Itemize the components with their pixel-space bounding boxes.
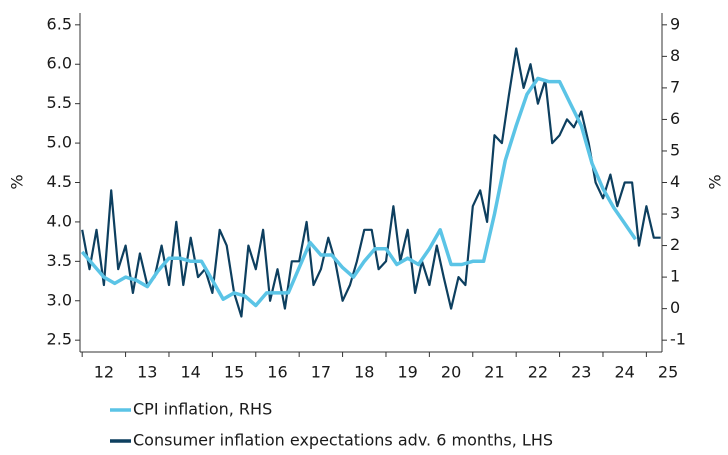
x-tick-label: 24 xyxy=(614,363,634,382)
legend-label: CPI inflation, RHS xyxy=(133,400,272,419)
y-tick-label: 3.5 xyxy=(47,251,72,270)
x-tick-label: 19 xyxy=(397,363,417,382)
x-tick-label: 16 xyxy=(267,363,287,382)
y2-tick-label: 6 xyxy=(670,109,680,128)
y2-tick-label: -1 xyxy=(670,330,686,349)
y2-tick-label: 8 xyxy=(670,46,680,65)
y2-tick-label: 0 xyxy=(670,298,680,317)
y-tick-label: 2.5 xyxy=(47,330,72,349)
x-tick-label: 23 xyxy=(571,363,591,382)
x-tick-label: 20 xyxy=(441,363,461,382)
y2-tick-label: 5 xyxy=(670,140,680,159)
x-tick-label: 13 xyxy=(137,363,157,382)
y-tick-label: 4.0 xyxy=(47,211,72,230)
x-tick-label: 15 xyxy=(224,363,244,382)
x-tick-label: 21 xyxy=(484,363,504,382)
y2-tick-label: 4 xyxy=(670,172,680,191)
y2-axis-label: % xyxy=(706,174,725,189)
x-tick-label: 18 xyxy=(354,363,374,382)
y2-tick-label: 2 xyxy=(670,235,680,254)
y2-tick-label: 7 xyxy=(670,77,680,96)
y-tick-label: 4.5 xyxy=(47,172,72,191)
x-tick-label: 25 xyxy=(658,363,678,382)
x-tick-label: 17 xyxy=(311,363,331,382)
y-tick-label: 6.5 xyxy=(47,14,72,33)
y-axis-label: % xyxy=(8,174,27,189)
y-tick-label: 6.0 xyxy=(47,54,72,73)
y-tick-label: 5.5 xyxy=(47,93,72,112)
legend-label: Consumer inflation expectations adv. 6 m… xyxy=(133,431,553,450)
x-tick-label: 22 xyxy=(528,363,548,382)
y2-tick-label: 9 xyxy=(670,14,680,33)
x-tick-label: 14 xyxy=(180,363,200,382)
y-tick-label: 3.0 xyxy=(47,290,72,309)
series-line xyxy=(80,76,637,308)
y2-tick-label: 3 xyxy=(670,204,680,223)
series-line xyxy=(81,47,661,318)
y2-tick-label: 1 xyxy=(670,267,680,286)
x-tick-label: 12 xyxy=(94,363,114,382)
y-tick-label: 5.0 xyxy=(47,133,72,152)
